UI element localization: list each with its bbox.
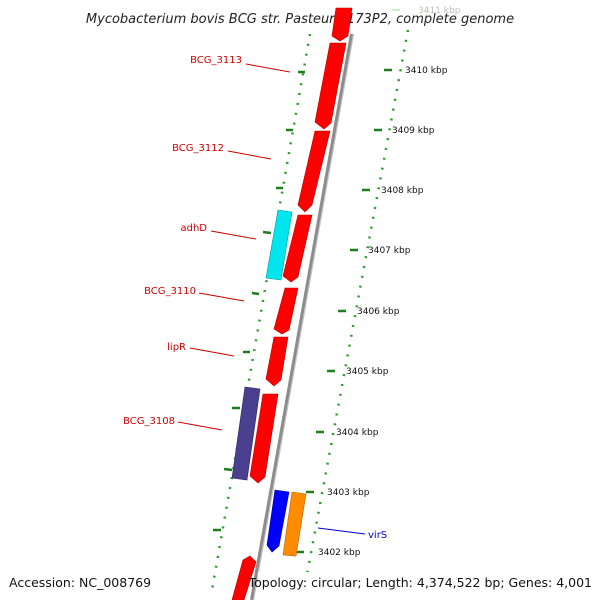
tick-label-3404: 3404 kbp [336,428,379,438]
forward-strand-genes [231,7,353,600]
gene-arrow-bcg3113 [314,42,347,130]
label-bcg3113: BCG_3113 [190,55,242,66]
tick-label-3402: 3402 kbp [318,548,361,558]
label-lipR: lipR [167,342,186,353]
accession-text: Accession: NC_008769 [9,575,151,590]
gene-arrow-lipR [265,336,289,387]
map-title: Mycobacterium bovis BCG str. Pasteur 117… [86,12,514,27]
tick-label-3405: 3405 kbp [346,367,389,377]
gene-arrow-bottom [231,555,257,600]
gene-purple-bcg3108 [231,386,261,481]
gene-arrow-bcg3112 [297,130,331,213]
gene-arrow-top [331,7,353,42]
tick-label-3409: 3409 kbp [392,126,435,136]
tick-label-3408: 3408 kbp [381,186,424,196]
inner-dotted-ring [210,33,312,591]
label-virS: virS [368,530,387,541]
genome-backbone [250,33,354,600]
inner-ring-ticks [213,70,305,532]
label-adhD: adhD [180,223,207,234]
gene-labels: BCG_3113 BCG_3112 adhD BCG_3110 lipR BCG… [123,55,387,541]
genome-summary-text: Topology: circular; Length: 4,374,522 bp… [248,575,592,590]
gene-orange-virS [282,491,307,557]
gene-blue-virS-partner [266,489,290,553]
gene-arrow-adhD-partner [282,214,313,283]
tick-label-3403: 3403 kbp [327,488,370,498]
gene-cyan-adhD [265,209,293,281]
tick-label-3410: 3410 kbp [405,66,448,76]
gene-arrow-bcg3110 [273,287,299,335]
scale-ticks: 3411 kbp 3410 kbp 3409 kbp 3408 kbp 3407… [296,6,461,558]
label-bcg3112: BCG_3112 [172,143,224,154]
gene-arrow-bcg3108 [249,393,279,484]
label-bcg3110: BCG_3110 [144,286,196,297]
tick-label-3407: 3407 kbp [368,246,411,256]
label-bcg3108: BCG_3108 [123,416,175,427]
tick-label-3406: 3406 kbp [357,307,400,317]
tick-label-3411: 3411 kbp [418,6,461,16]
